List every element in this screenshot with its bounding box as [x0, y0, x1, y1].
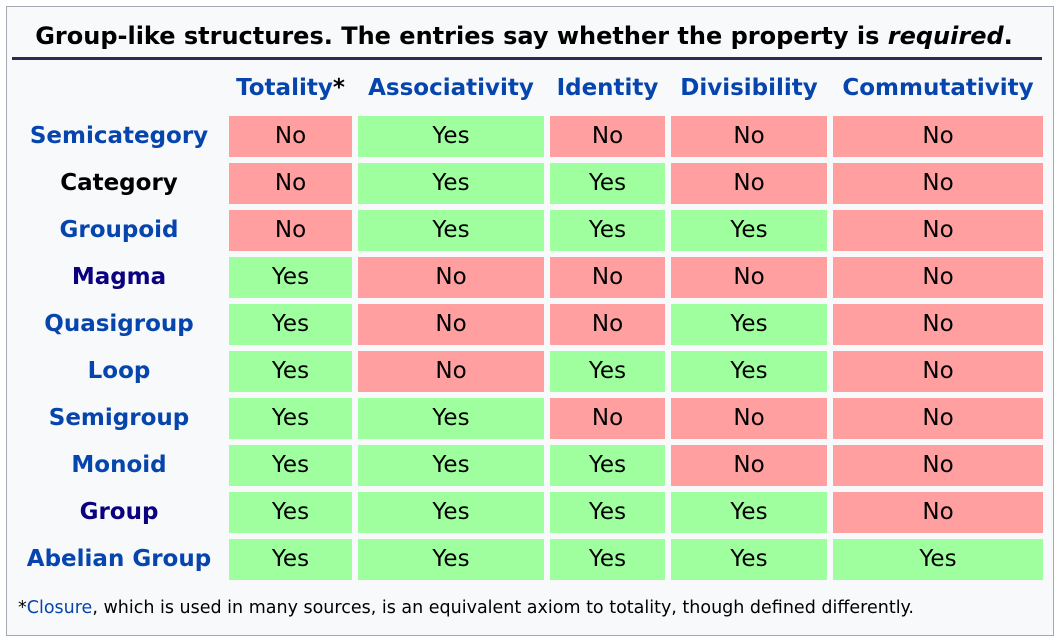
table-cell: Yes — [229, 492, 352, 533]
table-cell: Yes — [550, 163, 665, 204]
footnote: *Closure, which is used in many sources,… — [18, 596, 1048, 620]
table-cell: Yes — [229, 257, 352, 298]
caption-emphasis: required — [887, 22, 1004, 50]
table-cell: No — [833, 257, 1043, 298]
closure-link[interactable]: Closure — [26, 598, 93, 618]
table-cell: Yes — [229, 445, 352, 486]
caption-text: Group-like structures. The entries say w… — [35, 22, 888, 50]
row-header-category: Category — [60, 170, 178, 196]
table-cell: Yes — [671, 304, 827, 345]
table-cell: Yes — [550, 539, 665, 580]
table-cell: No — [550, 116, 665, 157]
row-header-quasigroup[interactable]: Quasigroup — [44, 311, 194, 337]
table-cell: No — [833, 304, 1043, 345]
column-header-identity: Identity — [550, 66, 665, 110]
table-cell: Yes — [550, 351, 665, 392]
row-header-abelian-group[interactable]: Abelian Group — [26, 546, 212, 572]
table-cell: No — [833, 163, 1043, 204]
table-cell: Yes — [671, 351, 827, 392]
table-cell: No — [550, 257, 665, 298]
table-cell: Yes — [229, 539, 352, 580]
table-cell: No — [671, 445, 827, 486]
footnote-text: , which is used in many sources, is an e… — [92, 598, 914, 618]
table-cell: No — [358, 257, 544, 298]
table-cell: Yes — [358, 210, 544, 251]
table-cell: No — [358, 304, 544, 345]
table-cell: Yes — [833, 539, 1043, 580]
column-header-commutativity: Commutativity — [833, 66, 1043, 110]
column-header-divisibility: Divisibility — [671, 66, 827, 110]
table-cell: No — [671, 116, 827, 157]
table-cell: No — [833, 492, 1043, 533]
table-cell: Yes — [358, 445, 544, 486]
row-header-semicategory[interactable]: Semicategory — [29, 123, 209, 149]
table-cell: Yes — [229, 351, 352, 392]
table-cell: No — [833, 351, 1043, 392]
table-cell: No — [358, 351, 544, 392]
table-cell: Yes — [358, 163, 544, 204]
table-cell: No — [833, 445, 1043, 486]
row-header-magma[interactable]: Magma — [71, 264, 167, 290]
column-header-associativity: Associativity — [358, 66, 544, 110]
table-cell: No — [833, 398, 1043, 439]
table-cell: No — [833, 116, 1043, 157]
caption-divider — [12, 57, 1042, 60]
table-cell: Yes — [671, 539, 827, 580]
row-header-monoid[interactable]: Monoid — [71, 452, 167, 478]
table-cell: Yes — [229, 304, 352, 345]
table-cell: No — [671, 163, 827, 204]
table-cell: Yes — [358, 539, 544, 580]
table-cell: Yes — [550, 445, 665, 486]
row-header-groupoid[interactable]: Groupoid — [59, 217, 179, 243]
table-cell: No — [229, 210, 352, 251]
column-link-associativity[interactable]: Associativity — [368, 75, 534, 101]
column-link-identity[interactable]: Identity — [556, 75, 659, 101]
table-cell: Yes — [671, 492, 827, 533]
table-cell: No — [671, 257, 827, 298]
column-link-totality[interactable]: Totality — [236, 75, 333, 101]
column-header-totality: Totality* — [229, 66, 352, 110]
table-cell: Yes — [358, 398, 544, 439]
table-cell: Yes — [550, 492, 665, 533]
column-link-divisibility[interactable]: Divisibility — [680, 75, 818, 101]
table-cell: No — [550, 304, 665, 345]
footnote-marker: * — [332, 75, 345, 101]
table-cell: Yes — [358, 492, 544, 533]
table-cell: No — [229, 163, 352, 204]
row-header-group[interactable]: Group — [79, 499, 159, 525]
row-header-loop[interactable]: Loop — [87, 358, 151, 384]
table-cell: No — [229, 116, 352, 157]
column-link-commutativity[interactable]: Commutativity — [842, 75, 1034, 101]
table-cell: Yes — [671, 210, 827, 251]
caption-period: . — [1003, 22, 1013, 50]
table-cell: No — [671, 398, 827, 439]
table-cell: Yes — [358, 116, 544, 157]
table-cell: No — [833, 210, 1043, 251]
footnote-star: * — [18, 598, 27, 618]
table-cell: Yes — [229, 398, 352, 439]
row-header-semigroup[interactable]: Semigroup — [48, 405, 190, 431]
table-cell: No — [550, 398, 665, 439]
table-caption: Group-like structures. The entries say w… — [12, 14, 1036, 58]
table-cell: Yes — [550, 210, 665, 251]
